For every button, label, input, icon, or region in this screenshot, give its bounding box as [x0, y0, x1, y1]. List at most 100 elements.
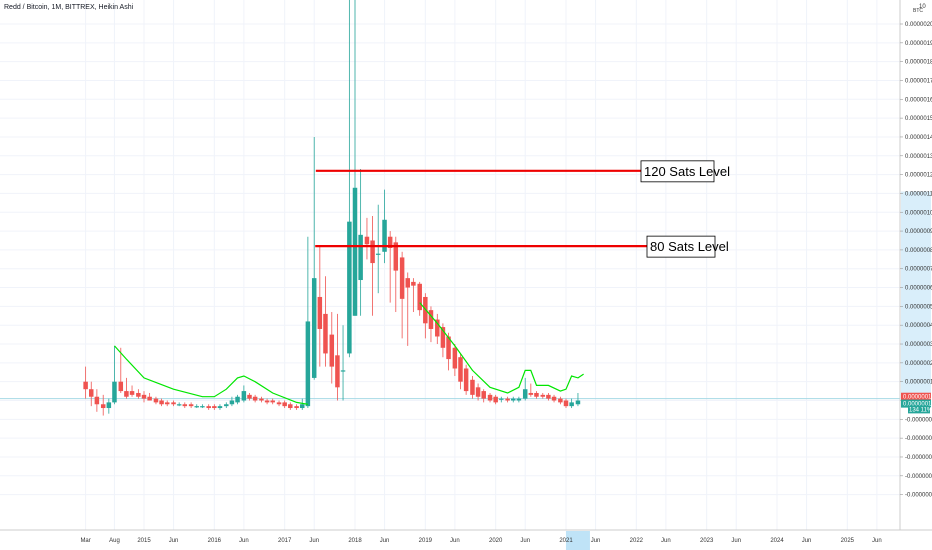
candle[interactable]	[176, 402, 182, 407]
candle[interactable]	[435, 313, 440, 345]
candle[interactable]	[487, 392, 493, 403]
candle[interactable]	[171, 400, 176, 407]
candle[interactable]	[382, 189, 387, 264]
candle[interactable]	[264, 398, 270, 405]
candle-body	[259, 398, 264, 401]
price-axis[interactable]: 0.00000200 0.00000190 0.00000180 0.00000170…	[899, 0, 932, 530]
candle[interactable]	[370, 216, 375, 316]
candle[interactable]	[106, 398, 112, 414]
candle[interactable]	[288, 402, 293, 410]
candle[interactable]	[83, 366, 88, 399]
candle[interactable]	[100, 394, 106, 416]
candle[interactable]	[440, 323, 446, 358]
candle[interactable]	[300, 398, 305, 410]
candle[interactable]	[340, 325, 346, 401]
candle[interactable]	[446, 332, 451, 371]
candle[interactable]	[405, 272, 411, 346]
candle[interactable]	[399, 251, 405, 339]
candle[interactable]	[540, 392, 546, 399]
candle[interactable]	[212, 404, 217, 410]
candle[interactable]	[329, 312, 335, 384]
candle[interactable]	[311, 136, 317, 380]
candle[interactable]	[563, 398, 569, 409]
candle[interactable]	[112, 345, 117, 405]
candle[interactable]	[206, 404, 211, 410]
candle[interactable]	[224, 402, 229, 409]
candle[interactable]	[470, 376, 475, 399]
level-annotations[interactable]: 120 Sats Level 80 Sats Level	[315, 160, 730, 258]
candle[interactable]	[516, 396, 522, 403]
candle[interactable]	[493, 394, 498, 405]
candle[interactable]	[229, 396, 235, 407]
candle[interactable]	[411, 278, 416, 313]
candle[interactable]	[499, 396, 504, 403]
candle[interactable]	[463, 364, 469, 395]
candle[interactable]	[270, 398, 275, 405]
candle[interactable]	[335, 313, 340, 401]
candle[interactable]	[147, 392, 152, 401]
candle[interactable]	[305, 236, 311, 409]
candle[interactable]	[164, 400, 170, 407]
candle[interactable]	[89, 381, 94, 407]
candle[interactable]	[387, 231, 393, 303]
candle-body	[305, 321, 311, 407]
candle[interactable]	[364, 217, 370, 260]
candle[interactable]	[136, 389, 141, 399]
candle[interactable]	[569, 398, 574, 409]
candle[interactable]	[458, 353, 463, 390]
candle[interactable]	[452, 344, 458, 377]
candle[interactable]	[393, 236, 399, 313]
candle[interactable]	[194, 404, 200, 409]
price-tick-label: 0.00000140	[905, 135, 932, 141]
candle[interactable]	[94, 389, 100, 412]
candle[interactable]	[528, 383, 534, 397]
candle[interactable]	[276, 400, 282, 407]
candle[interactable]	[235, 394, 240, 405]
candle[interactable]	[481, 389, 486, 403]
candle[interactable]	[522, 377, 528, 401]
moving-average-lines	[114, 302, 584, 405]
candle[interactable]	[282, 400, 287, 409]
candle[interactable]	[247, 392, 252, 401]
candle-body	[264, 400, 270, 403]
candle-body	[352, 187, 358, 316]
candle[interactable]	[200, 404, 205, 409]
candle[interactable]	[558, 396, 563, 405]
candle-body	[252, 396, 258, 401]
candle[interactable]	[182, 402, 188, 409]
candle[interactable]	[505, 396, 510, 403]
candle[interactable]	[358, 168, 363, 316]
candle[interactable]	[141, 391, 147, 403]
candle[interactable]	[475, 383, 481, 401]
price-tick-label: 0.00000200	[905, 22, 932, 28]
candle[interactable]	[294, 404, 299, 410]
level-annotation[interactable]: 120 Sats Level	[315, 160, 730, 183]
candle[interactable]	[241, 385, 247, 403]
candle[interactable]	[188, 402, 194, 409]
candle[interactable]	[323, 276, 328, 367]
candle[interactable]	[575, 392, 581, 407]
candle[interactable]	[428, 306, 434, 343]
candle[interactable]	[534, 391, 539, 399]
level-label-box	[646, 235, 716, 258]
candle[interactable]	[252, 394, 258, 403]
candle[interactable]	[217, 404, 223, 410]
candle[interactable]	[511, 396, 516, 403]
candle[interactable]	[124, 377, 129, 399]
candle[interactable]	[546, 392, 551, 401]
candle[interactable]	[118, 347, 124, 393]
candles[interactable]	[83, 0, 581, 416]
candle[interactable]	[551, 394, 557, 403]
candle[interactable]	[352, 0, 358, 316]
candle[interactable]	[317, 246, 323, 367]
candle-body	[446, 336, 451, 360]
time-axis[interactable]: Mar Aug 2015 Jun 2016 Jun 2017 Jun 2018 Jun 2019 Ju…	[0, 529, 932, 544]
candle[interactable]	[159, 398, 164, 407]
candle[interactable]	[153, 396, 159, 405]
level-annotation[interactable]: 80 Sats Level	[315, 235, 729, 258]
candle[interactable]	[129, 385, 135, 397]
candle[interactable]	[417, 281, 422, 316]
candle[interactable]	[375, 204, 381, 294]
candle[interactable]	[259, 396, 264, 403]
